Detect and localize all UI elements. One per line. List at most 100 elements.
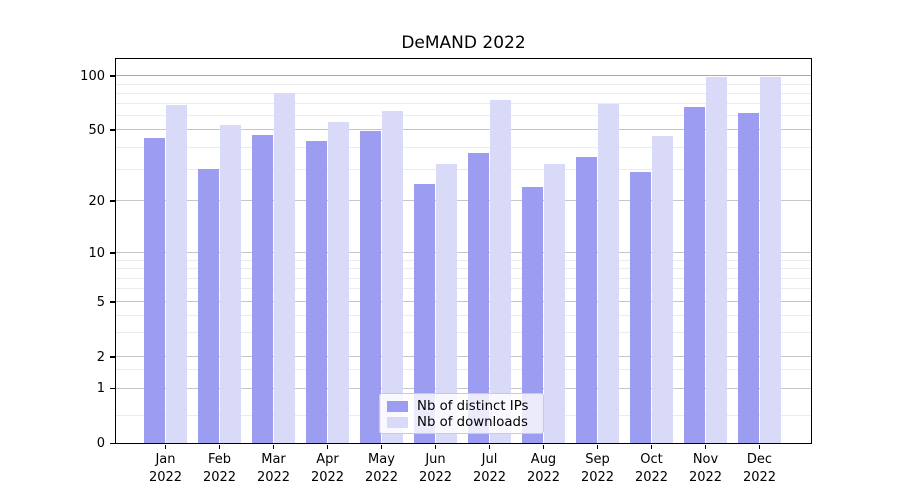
gridline-major-50 [115, 129, 811, 131]
bar-distinct-ips-jan [143, 137, 165, 444]
gridline-minor-60 [115, 115, 811, 117]
x-tick-year: 2022 [634, 469, 669, 485]
x-tick-year: 2022 [418, 469, 453, 485]
gridline-minor-80 [115, 92, 811, 94]
bar-distinct-ips-oct [629, 172, 651, 444]
gridline-minor-90 [115, 83, 811, 85]
legend-entry-distinct-ips: Nb of distinct IPs [387, 398, 536, 415]
x-tick-month: Sep [585, 452, 610, 467]
y-tick-label-50: 50 [88, 122, 105, 138]
gridline-major-5 [115, 301, 811, 303]
bar-downloads-sep [597, 103, 619, 444]
x-tick-year: 2022 [364, 469, 399, 485]
y-tick-50 [110, 129, 115, 131]
bar-downloads-jan [165, 104, 187, 444]
gridline-minor-6 [115, 288, 811, 290]
x-tick-month: Jan [155, 452, 176, 467]
y-tick-20 [110, 200, 115, 202]
y-tick-2 [110, 356, 115, 358]
legend-entry-downloads: Nb of downloads [387, 415, 536, 432]
y-tick-label-2: 2 [96, 349, 105, 365]
bar-distinct-ips-aug [521, 186, 543, 444]
bar-downloads-nov [705, 77, 727, 444]
bar-downloads-jun [435, 164, 457, 444]
x-tick-label-feb: Feb 2022 [192, 451, 248, 486]
x-tick-jul [488, 444, 491, 449]
gridline-minor-7 [115, 277, 811, 279]
y-tick-label-1: 1 [96, 381, 105, 396]
x-tick-label-may: May 2022 [354, 451, 410, 486]
x-tick-mar [272, 444, 275, 449]
gridline-minor-1.5 [115, 369, 811, 371]
x-tick-month: Jun [425, 452, 446, 467]
bar-downloads-mar [273, 93, 295, 444]
y-tick-label-5: 5 [96, 294, 105, 310]
bar-downloads-oct [651, 136, 673, 444]
x-tick-label-jan: Jan 2022 [138, 451, 194, 486]
y-tick-100 [110, 75, 115, 77]
bar-downloads-may [381, 110, 403, 444]
bar-distinct-ips-jul [467, 153, 489, 444]
x-tick-month: Apr [316, 452, 339, 467]
x-tick-apr [326, 444, 329, 449]
gridline-minor-40 [115, 146, 811, 148]
legend: Nb of distinct IPs Nb of downloads [379, 393, 544, 434]
bar-distinct-ips-jun [413, 183, 435, 444]
x-tick-may [380, 444, 383, 449]
bar-distinct-ips-may [359, 131, 381, 444]
gridline-minor-8 [115, 268, 811, 270]
legend-label-downloads: Nb of downloads [417, 415, 528, 431]
x-tick-month: Aug [530, 452, 557, 467]
bar-distinct-ips-feb [197, 169, 219, 444]
x-tick-year: 2022 [472, 469, 507, 485]
y-tick-label-0: 0 [96, 436, 105, 451]
gridline-major-1 [115, 387, 811, 389]
x-tick-month: Feb [207, 452, 232, 467]
chart-title: DeMAND 2022 [401, 33, 526, 53]
y-tick-5 [110, 301, 115, 303]
x-tick-label-aug: Aug 2022 [516, 451, 572, 486]
bar-downloads-dec [759, 77, 781, 444]
x-tick-label-mar: Mar 2022 [246, 451, 302, 486]
bar-distinct-ips-sep [575, 157, 597, 444]
gridline-major-100 [115, 75, 811, 77]
bar-distinct-ips-nov [683, 106, 705, 444]
gridline-minor-70 [115, 103, 811, 105]
x-tick-year: 2022 [526, 469, 561, 485]
x-tick-oct [650, 444, 653, 449]
x-tick-label-dec: Dec 2022 [732, 451, 788, 486]
x-tick-month: Nov [692, 452, 719, 467]
x-tick-label-nov: Nov 2022 [678, 451, 734, 486]
y-tick-0 [110, 442, 115, 445]
legend-swatch-distinct-ips [387, 400, 408, 412]
gridline-minor-30 [115, 168, 811, 170]
x-tick-month: Jul [481, 452, 498, 467]
bar-distinct-ips-apr [305, 141, 327, 444]
bars-layer [116, 59, 811, 444]
x-tick-year: 2022 [580, 469, 615, 485]
y-tick-1 [110, 387, 115, 390]
plot-area [114, 57, 812, 445]
x-tick-year: 2022 [256, 469, 291, 485]
x-tick-month: Dec [746, 452, 773, 467]
gridline-minor-9 [115, 259, 811, 261]
x-tick-jan [164, 444, 167, 449]
x-tick-year: 2022 [742, 469, 777, 485]
gridline-minor-4 [115, 314, 811, 316]
bar-distinct-ips-mar [251, 134, 273, 444]
legend-swatch-downloads [387, 417, 408, 429]
x-tick-year: 2022 [202, 469, 237, 485]
x-tick-label-oct: Oct 2022 [624, 451, 680, 486]
legend-label-distinct-ips: Nb of distinct IPs [417, 398, 529, 414]
y-tick-10 [110, 252, 115, 254]
x-tick-label-jun: Jun 2022 [408, 451, 464, 486]
x-tick-aug [542, 444, 545, 449]
bar-downloads-apr [327, 122, 349, 444]
x-tick-year: 2022 [310, 469, 345, 485]
y-tick-label-100: 100 [80, 68, 105, 84]
bar-distinct-ips-dec [737, 113, 759, 444]
x-tick-year: 2022 [148, 469, 183, 485]
x-tick-label-sep: Sep 2022 [570, 451, 626, 486]
x-tick-label-apr: Apr 2022 [300, 451, 356, 486]
